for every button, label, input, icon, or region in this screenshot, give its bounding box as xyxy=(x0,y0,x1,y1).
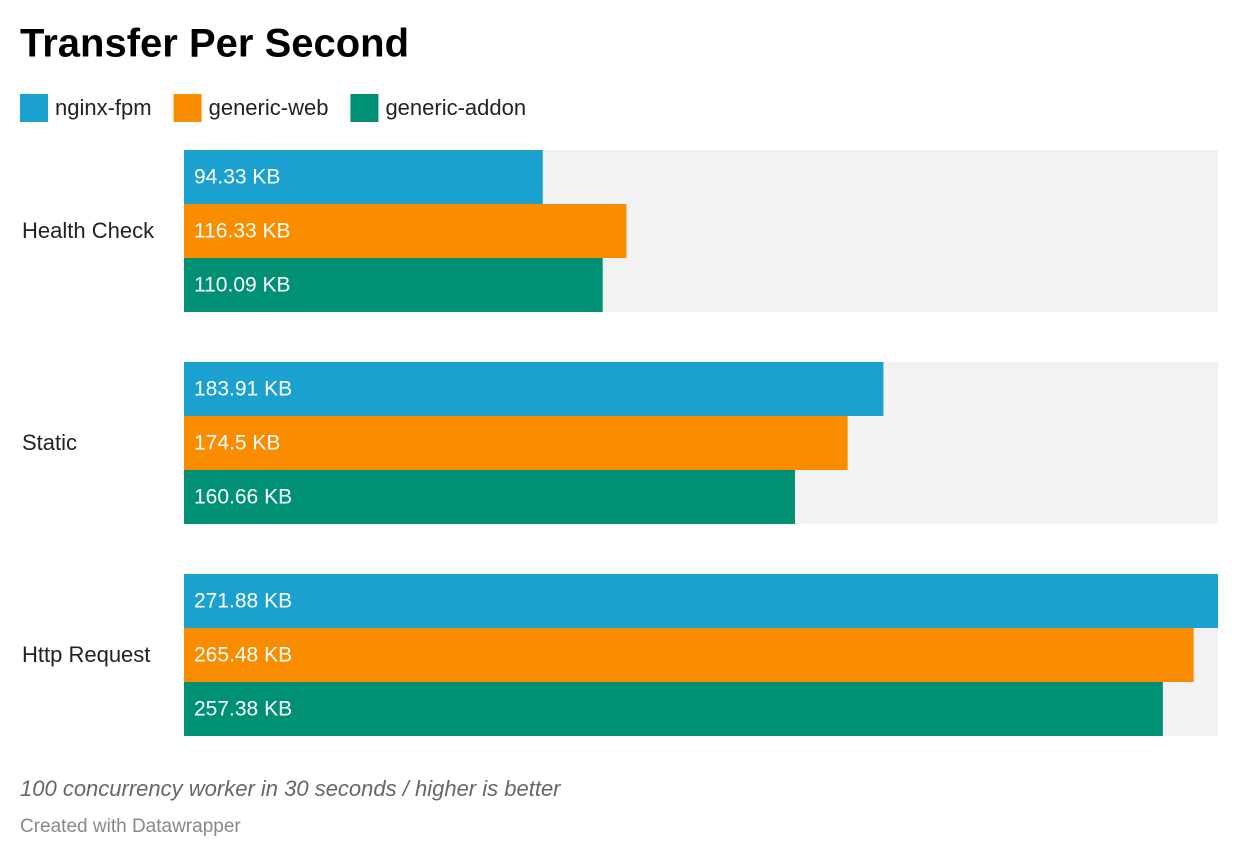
bar xyxy=(184,258,603,312)
category-label: Health Check xyxy=(22,218,155,243)
legend-swatch xyxy=(20,94,48,122)
legend-label: generic-web xyxy=(209,95,329,120)
value-label: 116.33 KB xyxy=(194,220,291,243)
bar xyxy=(184,416,848,470)
value-label: 94.33 KB xyxy=(194,166,280,189)
bar xyxy=(184,362,884,416)
bar xyxy=(184,574,1218,628)
category-label: Static xyxy=(22,430,77,455)
legend-label: nginx-fpm xyxy=(55,95,152,120)
legend-swatch xyxy=(173,94,202,122)
bar xyxy=(184,682,1163,736)
chart-title: Transfer Per Second xyxy=(20,22,409,66)
value-label: 110.09 KB xyxy=(194,274,291,297)
value-label: 160.66 KB xyxy=(194,486,292,509)
bar xyxy=(184,470,796,524)
bar xyxy=(184,204,627,258)
legend-swatch xyxy=(350,94,379,122)
value-label: 271.88 KB xyxy=(194,590,292,613)
bar xyxy=(184,150,543,204)
value-label: 265.48 KB xyxy=(194,644,292,667)
value-label: 174.5 KB xyxy=(194,432,280,455)
chart-notes: 100 concurrency worker in 30 seconds / h… xyxy=(20,776,562,801)
bar xyxy=(184,628,1194,682)
legend-label: generic-addon xyxy=(385,95,526,120)
value-label: 257.38 KB xyxy=(194,698,292,721)
category-label: Http Request xyxy=(22,642,150,667)
value-label: 183.91 KB xyxy=(194,378,292,401)
chart-credit: Created with Datawrapper xyxy=(20,816,241,837)
